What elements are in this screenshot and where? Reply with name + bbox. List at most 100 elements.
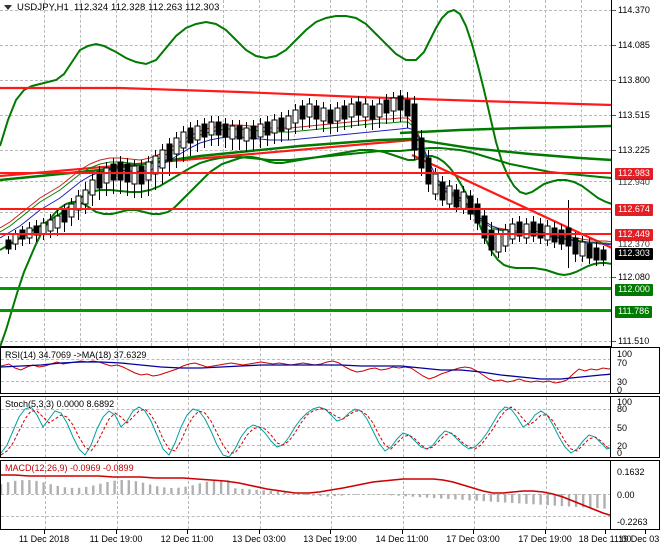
gridline-v [260,461,261,529]
time-axis-label: 12 Dec 11:00 [160,534,214,544]
ohlc-values: 112.324 112.328 112.263 112.303 [73,2,220,13]
gridline-h [1,409,611,410]
time-axis-label: 18 Dec 11:00 [578,534,632,544]
price-axis-label[interactable]: 112.940 [618,177,650,187]
gridline-h [0,277,612,278]
rsi-label: RSI(14) 34.7069 ->MA(18) 37.6329 [5,350,147,360]
price-axis-label[interactable]: 112.983 [615,168,653,180]
macd-level-high: 0.1632 [617,467,645,477]
gridline-h [1,359,611,360]
price-axis-tick [612,45,616,46]
stoch-series-svg [1,406,611,457]
time-axis-tick [330,530,331,534]
rsi-panel[interactable]: RSI(14) 34.7069 ->MA(18) 37.6329 100 70 … [0,347,660,395]
gridline-v [546,397,547,457]
price-axis-tick [612,115,616,116]
symbol-header-bar[interactable]: USDJPY,H1 112.324 112.328 112.263 112.30… [0,0,612,15]
price-axis-label[interactable]: 111.786 [615,306,653,318]
gridline-h [1,381,611,382]
price-plot-area[interactable] [0,0,612,347]
rsi-series-svg [1,360,611,384]
price-axis-label: 114.085 [618,40,650,50]
time-axis-tick [259,530,260,534]
gridline-v [403,461,404,529]
price-axis-label: 113.225 [618,145,650,155]
gridline-v [188,461,189,529]
price-axis-label[interactable]: 112.674 [615,204,653,216]
sr-line-112983 [0,172,612,174]
stoch-plot-area[interactable] [1,397,611,457]
time-axis-label: 19 Dec 03:00 [618,534,660,544]
rsi-ma-line [1,361,611,380]
gridline-h [0,341,612,342]
gridline-v [331,348,332,393]
price-axis-label[interactable]: 112.000 [615,284,653,296]
gridline-v [546,348,547,393]
chevron-down-icon[interactable] [4,5,12,10]
macd-plot-area[interactable] [1,461,611,529]
stoch-level-100: 100 [617,397,633,407]
time-axis-tick [473,530,474,534]
time-axis-tick [545,530,546,534]
price-axis[interactable]: 114.370 114.085 113.800 113.515 113.225 112.9… [611,0,660,347]
price-axis-tick [612,80,616,81]
gridline-v [260,348,261,393]
time-axis-label: 17 Dec 19:00 [518,534,572,544]
price-axis-tick [612,341,616,342]
price-axis-label: 111.510 [618,336,650,346]
macd-level-low: -0.2263 [617,517,648,527]
stoch-level-50: 50 [617,423,628,433]
rsi-axis[interactable]: 100 70 30 0 [610,348,659,395]
stoch-axis[interactable]: 100 80 50 20 0 [610,397,659,458]
gridline-h [0,45,612,46]
gridline-h [1,445,611,446]
macd-histogram [1,480,606,509]
trendline-green-flat [399,124,612,135]
macd-label: MACD(12,26,9) -0.0969 -0.0899 [5,463,134,473]
rsi-plot-area[interactable] [1,348,611,393]
time-axis-label: 13 Dec 03:00 [232,534,286,544]
time-axis[interactable]: 11 Dec 2018 11 Dec 19:00 12 Dec 11:00 13 De… [0,530,660,550]
stochastic-panel[interactable]: Stoch(5,3,3) 0.0000 8.6892 100 80 50 20 … [0,396,660,458]
stoch-level-80: 80 [617,404,628,414]
gridline-v [45,348,46,393]
macd-series-svg [1,474,611,517]
gridline-h [0,243,612,244]
time-axis-label: 17 Dec 03:00 [446,534,500,544]
time-axis-tick [605,530,606,534]
sr-line-112449 [0,233,612,235]
current-price-label[interactable]: 112.303 [615,248,653,260]
time-axis-tick [187,530,188,534]
gridline-v [474,348,475,393]
rsi-level-0: 0 [617,385,623,395]
gridline-h [0,10,612,11]
rsi-level-30: 30 [617,377,628,387]
rsi-level-100: 100 [617,349,633,359]
bollinger-middle-line [0,147,612,251]
main-price-panel[interactable]: 114.370 114.085 113.800 113.515 113.225 112.9… [0,0,660,347]
macd-signal-line [1,474,611,517]
time-axis-label: 11 Dec 2018 [18,534,70,544]
gridline-h [0,212,612,213]
gridline-v [331,397,332,457]
gridline-v [403,397,404,457]
time-axis-tick [44,530,45,534]
bollinger-upper-line [0,8,612,205]
gridline-v [45,397,46,457]
price-axis-label[interactable]: 112.449 [615,229,653,241]
gridline-v [117,397,118,457]
price-axis-tick [612,277,616,278]
candlestick-series [5,90,607,268]
time-axis-tick [402,530,403,534]
price-axis-label[interactable]: 112.370 [618,239,650,249]
macd-panel[interactable]: MACD(12,26,9) -0.0969 -0.0899 0.1632 0.0… [0,460,660,530]
sr-line-112674 [0,208,612,210]
gridline-v [188,348,189,393]
trendline-support-rising [0,138,413,178]
time-axis-tick [645,530,646,534]
time-axis-tick [116,530,117,534]
stoch-level-0: 0 [617,448,623,458]
time-axis-label: 11 Dec 19:00 [89,534,143,544]
stoch-level-20: 20 [617,441,628,451]
macd-axis[interactable]: 0.1632 0.00 -0.2263 [610,461,659,529]
